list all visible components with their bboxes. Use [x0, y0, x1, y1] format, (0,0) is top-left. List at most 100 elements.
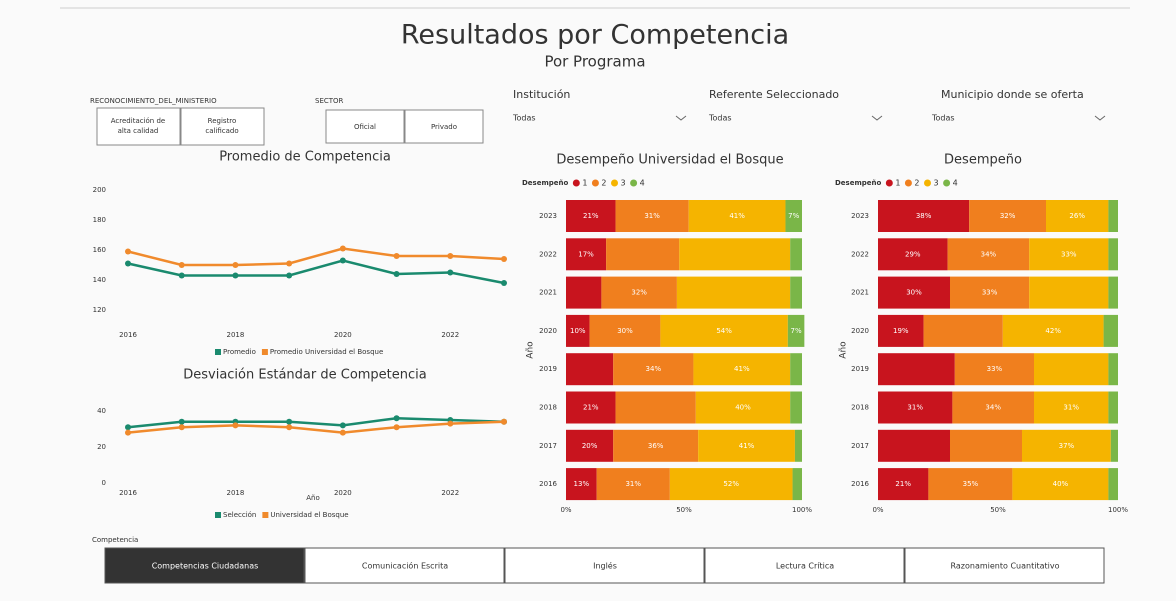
bar-segment [878, 238, 948, 271]
bar-label: 52% [723, 480, 739, 488]
bar-label: 33% [987, 365, 1003, 373]
bar-segment [790, 391, 802, 424]
y-tick-label: 2023 [539, 212, 557, 220]
bar-segment [1029, 238, 1109, 271]
bar-label: 10% [570, 327, 586, 335]
competencia-button[interactable] [304, 547, 505, 584]
point [125, 248, 131, 255]
dropdown-value: Todas [708, 114, 732, 123]
bar-segment [794, 429, 802, 462]
chart-title: Desempeño [944, 153, 1022, 168]
x-tick-label: 50% [676, 506, 692, 514]
bar-segment [1034, 391, 1109, 424]
y-tick-label: 180 [93, 216, 106, 224]
y-axis-label: Año [839, 341, 849, 359]
bar-segment [1029, 276, 1109, 309]
bar-segment [787, 314, 805, 347]
bar-segment [790, 238, 802, 271]
y-tick-label: 2020 [851, 327, 869, 335]
y-tick-label: 2017 [851, 442, 869, 450]
bar-segment [615, 200, 689, 232]
filter-label: SECTOR [315, 97, 344, 105]
competencia-button[interactable] [904, 547, 1105, 584]
y-tick-label: 2016 [539, 480, 557, 488]
bar-label: 41% [734, 365, 750, 373]
point [447, 269, 454, 276]
bar-segment [928, 468, 1013, 501]
bar-segment [947, 238, 1030, 271]
point [286, 424, 293, 431]
competencia-button[interactable] [704, 547, 905, 584]
x-tick-label: 0% [560, 506, 571, 514]
y-tick-label: 2018 [851, 404, 869, 412]
bar-segment [954, 353, 1034, 386]
bar-segment [785, 200, 802, 232]
bar-label: 17% [578, 250, 594, 258]
filter-button[interactable] [325, 109, 405, 144]
point [125, 424, 131, 431]
y-tick-label: 40 [97, 407, 106, 415]
bar-segment [693, 353, 791, 386]
point [393, 253, 400, 259]
y-tick-label: 2023 [851, 212, 869, 220]
dropdown[interactable] [930, 108, 1113, 128]
bar-segment [566, 238, 607, 271]
bar-label: 36% [648, 442, 664, 450]
bar-segment [1046, 200, 1109, 232]
filter-button[interactable] [180, 107, 265, 146]
dropdown[interactable] [707, 108, 890, 128]
legend-swatch [904, 179, 912, 187]
bar-label: 41% [739, 442, 755, 450]
competencia-button-label: Lectura Crítica [776, 562, 834, 571]
bar-segment [950, 429, 1022, 462]
bar-label: 13% [574, 480, 590, 488]
legend-swatch [611, 179, 619, 187]
y-tick-label: 2019 [539, 365, 557, 373]
legend-label: 2 [914, 179, 919, 188]
point [447, 253, 454, 259]
bar-segment [1110, 429, 1118, 462]
legend-label: Universidad el Bosque [270, 511, 348, 519]
dropdown-chevron [1094, 115, 1106, 121]
bar-label: 42% [1045, 327, 1061, 335]
legend-label: 4 [953, 179, 958, 188]
bar-segment [688, 200, 786, 232]
x-tick-label: 2018 [227, 331, 245, 339]
point [125, 429, 131, 436]
bar-label: 7% [788, 212, 799, 220]
competencia-button[interactable] [504, 547, 705, 584]
bar-segment [613, 353, 694, 386]
filter-button-label: Registro calificado [205, 117, 238, 135]
legend-label: Selección [223, 511, 256, 519]
competencia-button[interactable] [104, 547, 305, 584]
legend-swatch [591, 179, 599, 187]
bar-label: 21% [895, 480, 911, 488]
bar-label: 33% [1061, 250, 1077, 258]
x-tick-label: 100% [792, 506, 812, 514]
filter-button[interactable] [404, 109, 484, 144]
point [178, 262, 185, 268]
bar-label: 33% [982, 289, 998, 297]
bar-segment [969, 200, 1046, 232]
y-tick-label: 2018 [539, 404, 557, 412]
legend-label: 4 [640, 179, 645, 188]
bar-label: 31% [1063, 404, 1079, 412]
x-tick-label: 0% [872, 506, 883, 514]
y-tick-label: 2021 [851, 289, 869, 297]
bar-segment [1108, 200, 1118, 232]
y-axis-label: Año [526, 341, 536, 359]
x-tick-label: 2016 [119, 331, 137, 339]
dropdown-chevron [675, 115, 687, 121]
y-tick-label: 2019 [851, 365, 869, 373]
point [178, 418, 185, 425]
dropdown-value: Todas [512, 114, 536, 123]
bar-segment [606, 238, 680, 271]
bar-segment [1034, 353, 1109, 386]
x-tick-label: 2020 [334, 489, 352, 497]
bar-label: 7% [791, 327, 802, 335]
dropdown[interactable] [511, 108, 694, 128]
filter-button[interactable] [96, 107, 181, 146]
legend-swatch [943, 179, 951, 187]
competencia-button-label: Competencias Ciudadanas [152, 562, 259, 571]
